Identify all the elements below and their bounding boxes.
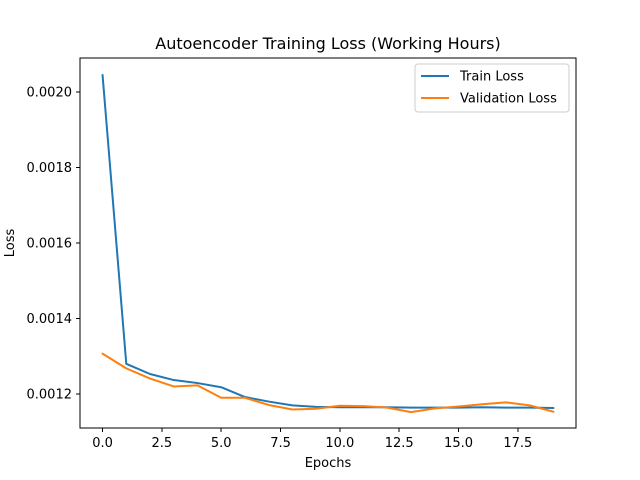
- plot-frame: [79, 57, 577, 429]
- x-axis: 0.0 2.5 5.0 7.5 10.0 12.5 15.0 17.5: [92, 428, 532, 451]
- x-tick-label: 5.0: [211, 436, 232, 451]
- legend-entries: Train Loss Validation Loss: [421, 70, 557, 107]
- x-tick-label: 15.0: [444, 436, 473, 451]
- x-tick-label: 17.5: [503, 436, 532, 451]
- x-tick-label: 12.5: [385, 436, 414, 451]
- chart-title: Autoencoder Training Loss (Working Hours…: [155, 34, 500, 53]
- y-axis: 0.0012 0.0014 0.0016 0.0018 0.0020: [27, 85, 80, 403]
- y-tick-label: 0.0020: [27, 85, 73, 100]
- y-tick-label: 0.0012: [27, 388, 73, 403]
- y-tick-label: 0.0018: [27, 161, 73, 176]
- y-tick-label: 0.0014: [27, 312, 73, 327]
- series-layer: [101, 73, 555, 414]
- legend-label-train-loss: Train Loss: [459, 70, 524, 85]
- legend: Train Loss Validation Loss: [414, 63, 570, 113]
- legend-frame: [414, 63, 570, 113]
- series-line-validation-loss: [101, 352, 555, 414]
- y-axis-label: Loss: [3, 229, 18, 258]
- plot-area: [79, 57, 577, 429]
- x-tick-label: 10.0: [325, 436, 354, 451]
- x-axis-label: Epochs: [305, 456, 352, 471]
- x-tick-label: 0.0: [92, 436, 113, 451]
- x-tick-label: 7.5: [270, 436, 291, 451]
- x-tick-label: 2.5: [152, 436, 173, 451]
- y-tick-label: 0.0016: [27, 237, 73, 252]
- series-line-train-loss: [101, 73, 555, 409]
- legend-label-validation-loss: Validation Loss: [460, 92, 557, 107]
